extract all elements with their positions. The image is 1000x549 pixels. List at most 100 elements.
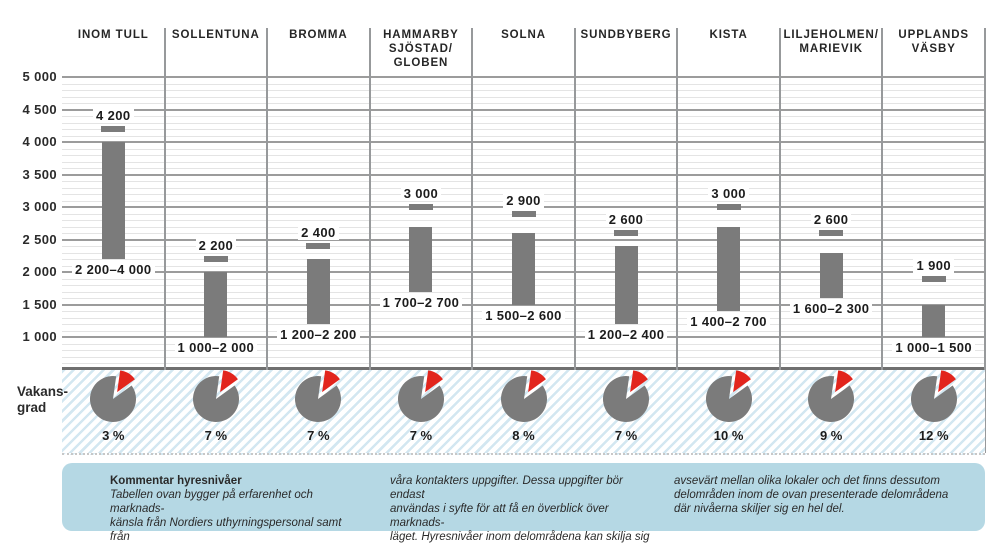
minor-gridline: [62, 187, 985, 189]
minor-gridline: [62, 343, 985, 345]
top-level-marker: [716, 204, 741, 210]
minor-gridline: [62, 148, 985, 150]
column-divider: [573, 28, 576, 453]
range-text: 1 400–2 700: [687, 314, 770, 329]
vacancy-pie-icon: [186, 369, 246, 434]
minor-gridline: [62, 90, 985, 91]
range-label: 1 600–2 300: [774, 301, 889, 316]
top-value-text: 3 000: [400, 186, 442, 201]
range-text: 1 200–2 400: [584, 327, 668, 342]
major-gridline: [62, 303, 985, 306]
top-level-marker: [306, 243, 331, 249]
y-axis-tick: 4 000: [22, 134, 57, 149]
comment-text-1: Tabellen ovan bygger på erfarenhet och m…: [110, 489, 342, 543]
top-level-marker: [511, 210, 536, 217]
vacancy-percent: 9 %: [819, 428, 843, 443]
rent-range-bar: [306, 259, 330, 324]
comment-column-1: Kommentar hyresnivåer Tabellen ovan bygg…: [110, 474, 362, 544]
rent-range-bar: [922, 304, 946, 337]
column-divider: [778, 28, 781, 453]
minor-gridline: [62, 96, 985, 98]
column-divider: [368, 28, 371, 453]
column-header: SOLLENTUNA: [171, 29, 260, 41]
minor-gridline: [62, 363, 985, 364]
range-label: 1 000–2 000: [159, 340, 274, 355]
comment-column-2: våra kontakters uppgifter. Dessa uppgift…: [390, 474, 658, 544]
vacancy-percent: 7 %: [204, 428, 228, 443]
column-header: INOM TULL: [77, 29, 149, 41]
comment-text-3: avsevärt mellan olika lokaler och det fi…: [674, 475, 949, 515]
vacancy-percent: 10 %: [713, 428, 744, 443]
minor-gridline: [62, 181, 985, 182]
y-axis-tick: 2 500: [22, 231, 57, 247]
column-header: SUNDBYBERG: [580, 29, 672, 41]
major-gridline: [62, 173, 985, 176]
pie-svg: [603, 370, 650, 422]
top-level-marker: [921, 275, 946, 282]
minor-gridline: [62, 161, 985, 163]
range-text: 1 500–2 600: [482, 307, 565, 323]
top-level-marker: [408, 204, 433, 210]
y-axis-tick: 4 500: [22, 101, 57, 117]
pie-svg: [910, 370, 957, 422]
chart-baseline: [62, 367, 985, 370]
column-header: KISTA: [709, 29, 748, 41]
column-divider: [881, 28, 884, 453]
vacancy-pie-icon: [494, 369, 554, 434]
top-level-marker: [101, 126, 126, 132]
top-level-marker: [819, 230, 844, 236]
comment-column-3: avsevärt mellan olika lokaler och det fi…: [674, 474, 964, 516]
range-label: 2 200–4 000: [56, 262, 171, 277]
column-divider: [984, 28, 986, 453]
minor-gridline: [62, 356, 985, 358]
column-divider: [266, 28, 269, 453]
column-divider: [676, 28, 679, 453]
minor-gridline: [62, 135, 985, 137]
minor-gridline: [62, 220, 985, 221]
range-label: 1 500–2 600: [466, 307, 581, 323]
range-text: 1 600–2 300: [789, 301, 873, 316]
pie-svg: [500, 370, 547, 422]
top-value-label: 2 900: [472, 192, 575, 208]
rent-range-bar: [512, 233, 535, 305]
top-value-label: 2 600: [780, 212, 883, 227]
pie-svg: [705, 370, 752, 422]
rent-range-bar: [101, 142, 125, 259]
y-axis-tick: 3 000: [22, 199, 57, 214]
minor-gridline: [62, 83, 985, 85]
vacancy-row-label: Vakans- grad: [17, 384, 69, 415]
range-label: 1 200–2 400: [569, 327, 684, 342]
range-label: 1 700–2 700: [364, 294, 479, 310]
range-label: 1 400–2 700: [671, 314, 786, 329]
y-axis-tick: 1 000: [22, 329, 57, 344]
column-header: UPPLANDS VÄSBY: [898, 29, 970, 55]
vacancy-percent: 7 %: [614, 428, 638, 443]
top-value-label: 3 000: [370, 186, 473, 201]
range-text: 2 200–4 000: [71, 262, 155, 277]
vacancy-percent: 7 %: [307, 428, 330, 443]
range-text: 1 700–2 700: [379, 294, 463, 310]
top-value-label: 1 900: [882, 257, 985, 273]
top-value-text: 4 200: [93, 108, 134, 123]
vacancy-pie-icon: [288, 369, 348, 434]
pie-svg: [192, 370, 239, 422]
vacancy-pie-icon: [83, 369, 143, 434]
rent-range-bar: [614, 246, 638, 324]
column-divider: [163, 28, 166, 453]
major-gridline: [62, 141, 985, 143]
top-value-text: 2 200: [195, 238, 237, 253]
vacancy-pie-icon: [596, 369, 656, 434]
range-text: 1 200–2 200: [277, 327, 360, 342]
minor-gridline: [62, 103, 985, 104]
y-axis-tick: 2 000: [22, 264, 57, 279]
column-header: LILJEHOLMEN/ MARIEVIK: [783, 29, 879, 55]
major-gridline: [62, 76, 985, 78]
minor-gridline: [62, 330, 985, 332]
minor-gridline: [62, 155, 985, 156]
rent-range-bar: [819, 252, 843, 298]
minor-gridline: [62, 350, 985, 351]
pie-svg: [808, 370, 855, 422]
minor-gridline: [62, 129, 985, 130]
pie-svg: [90, 370, 137, 422]
top-value-text: 1 900: [913, 257, 954, 273]
